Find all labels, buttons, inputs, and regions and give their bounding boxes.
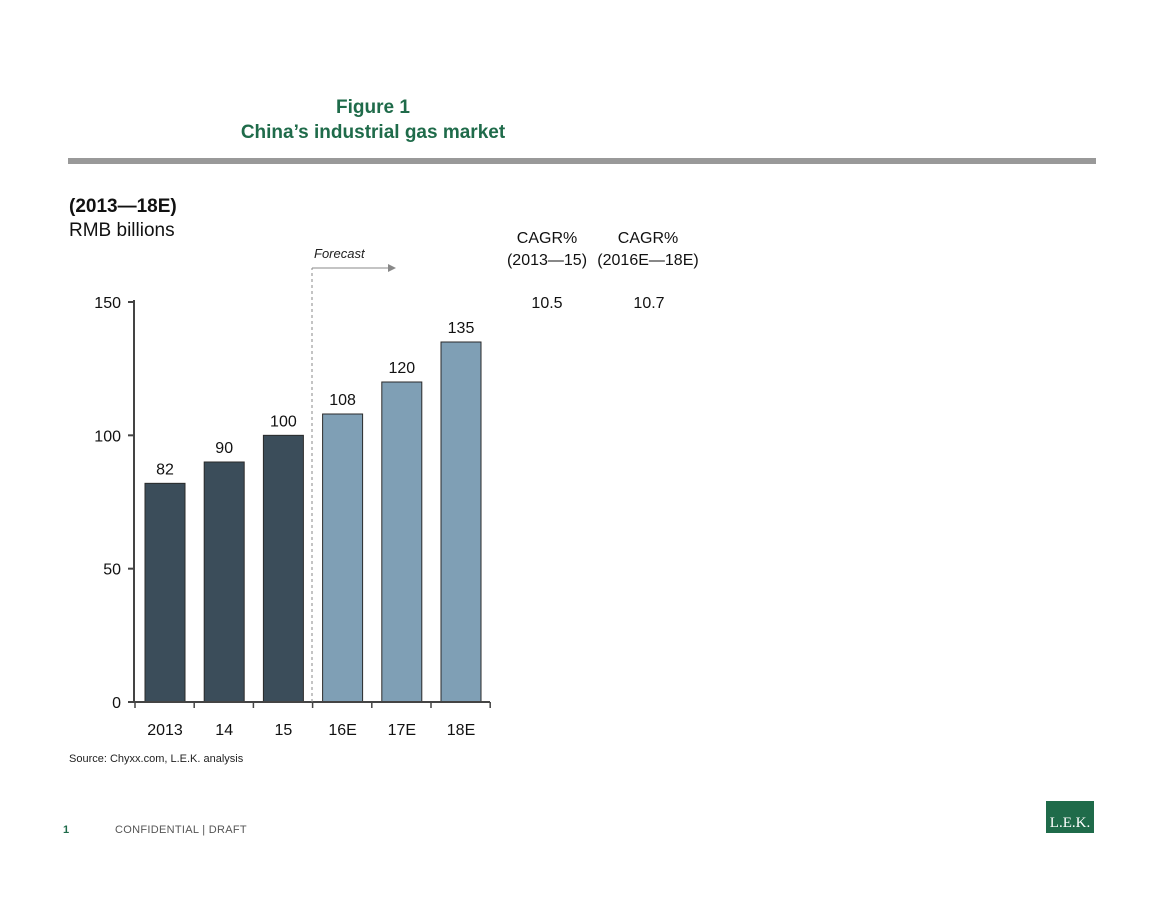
figure-title: China’s industrial gas market <box>240 122 506 143</box>
y-tick-label-0: 0 <box>112 695 121 712</box>
cagr-header-1: CAGR% (2013—15) <box>472 228 622 272</box>
header-divider <box>68 158 1096 164</box>
cagr-period-1: (2013—15) <box>506 252 588 269</box>
page-number: 1 <box>63 824 70 836</box>
cagr-label-2: CAGR% <box>617 230 679 247</box>
data-label-18E: 135 <box>448 320 475 337</box>
bar-16E <box>322 413 364 703</box>
y-tick-label-100: 100 <box>94 428 121 445</box>
bar-15 <box>262 434 304 703</box>
data-label-16E: 108 <box>329 392 356 409</box>
data-label-2013: 82 <box>156 461 174 478</box>
cagr-value-2: 10.7 <box>633 295 665 312</box>
cagr-header-2: CAGR% (2016E—18E) <box>573 228 723 272</box>
unit-label: RMB billions <box>69 220 175 241</box>
x-tick-label-15: 15 <box>275 722 293 739</box>
cagr-period-2: (2016E—18E) <box>597 252 699 269</box>
x-tick-label-18E: 18E <box>447 722 475 739</box>
confidential-label: CONFIDENTIAL | DRAFT <box>115 824 247 836</box>
data-label-17E: 120 <box>388 360 415 377</box>
title-block: Figure 1 China’s industrial gas market <box>228 95 518 145</box>
x-tick-label-16E: 16E <box>328 722 356 739</box>
bar-18E <box>440 341 482 703</box>
forecast-label: Forecast <box>314 246 366 261</box>
y-tick-label-150: 150 <box>94 295 121 312</box>
bar-14 <box>203 461 245 703</box>
forecast-arrow-icon <box>388 264 396 272</box>
bar-17E <box>381 381 423 703</box>
source-note: Source: Chyxx.com, L.E.K. analysis <box>69 753 244 765</box>
x-tick-label-17E: 17E <box>388 722 416 739</box>
figure-label: Figure 1 <box>336 97 410 118</box>
lek-logo: L.E.K. <box>1046 801 1094 833</box>
x-tick-label-2013: 2013 <box>147 722 183 739</box>
data-label-14: 90 <box>215 440 233 457</box>
bar-2013 <box>144 482 186 703</box>
cagr-label-1: CAGR% <box>516 230 578 247</box>
data-label-15: 100 <box>270 413 297 430</box>
period-label: (2013—18E) <box>69 196 177 217</box>
x-tick-label-14: 14 <box>215 722 233 739</box>
cagr-value-1: 10.5 <box>531 295 563 312</box>
y-tick-label-50: 50 <box>103 562 121 579</box>
